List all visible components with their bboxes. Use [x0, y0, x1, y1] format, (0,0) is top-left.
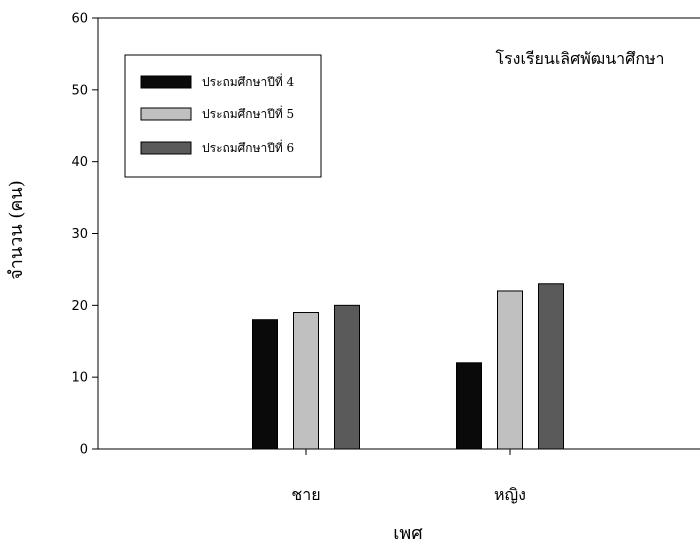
chart-annotation: โรงเรียนเลิศพัฒนาศึกษา [495, 49, 664, 68]
legend-swatch [140, 141, 192, 155]
x-tick-label: หญิง [494, 485, 526, 504]
bar [497, 290, 523, 450]
axes: 0 10 20 30 40 50 60 ชาย หญิง [71, 12, 700, 504]
bar [252, 319, 278, 450]
y-axis-title: จำนวน (คน) [6, 180, 27, 279]
y-tick-label: 40 [71, 155, 88, 170]
legend-swatch [140, 75, 192, 89]
legend-label: ประถมศึกษาปีที่ 6 [202, 139, 294, 155]
y-tick-label: 30 [71, 227, 88, 242]
y-tick-label: 0 [80, 443, 88, 458]
legend-swatch [140, 107, 192, 121]
bar [293, 312, 319, 450]
legend-label: ประถมศึกษาปีที่ 4 [202, 73, 295, 89]
legend-label: ประถมศึกษาปีที่ 5 [202, 105, 294, 121]
legend: ประถมศึกษาปีที่ 4 ประถมศึกษาปีที่ 5 ประถมศ… [124, 54, 322, 178]
y-tick-label: 10 [71, 371, 88, 386]
y-tick-label: 50 [71, 83, 88, 98]
bars [252, 283, 564, 450]
bar [334, 304, 360, 450]
y-tick-label: 60 [71, 12, 88, 27]
bar [538, 283, 564, 450]
y-tick-label: 20 [71, 299, 88, 314]
bar [456, 362, 482, 450]
x-tick-label: ชาย [291, 485, 320, 504]
x-axis-title: เพศ [393, 523, 423, 544]
